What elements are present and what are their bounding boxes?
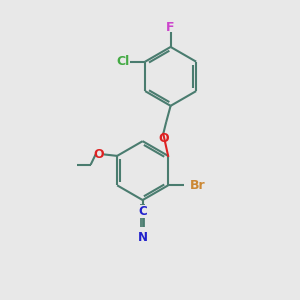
Text: F: F [167, 21, 175, 34]
Text: Br: Br [190, 179, 206, 192]
Text: O: O [93, 148, 104, 161]
Text: Cl: Cl [116, 55, 130, 68]
Text: O: O [158, 132, 169, 145]
Text: N: N [138, 231, 148, 244]
Text: C: C [138, 206, 147, 218]
